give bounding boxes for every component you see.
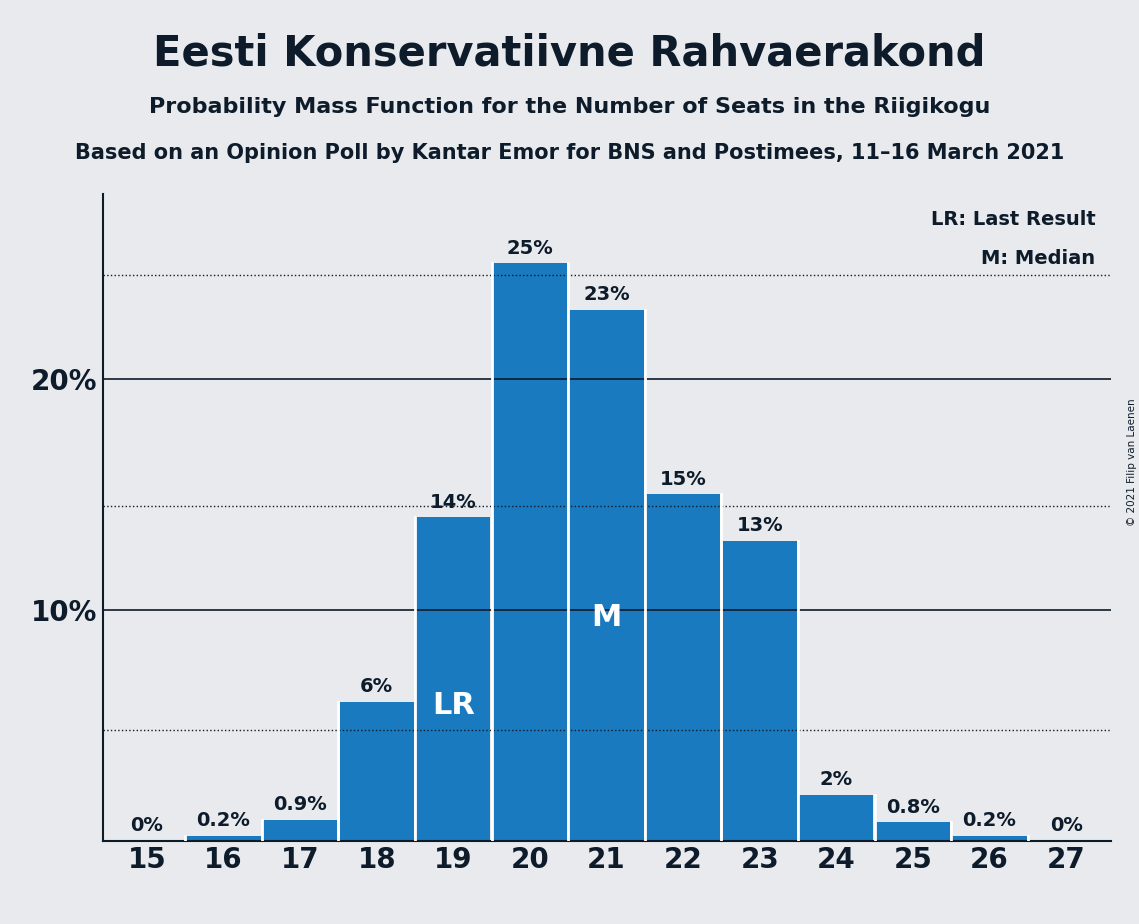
Bar (416, 517, 491, 841)
Text: 0.9%: 0.9% (273, 796, 327, 814)
Text: 0.2%: 0.2% (197, 811, 251, 831)
Text: Based on an Opinion Poll by Kantar Emor for BNS and Postimees, 11–16 March 2021: Based on an Opinion Poll by Kantar Emor … (75, 143, 1064, 164)
Text: 25%: 25% (507, 238, 554, 258)
Text: 0%: 0% (131, 816, 163, 835)
Text: 0.8%: 0.8% (886, 797, 940, 817)
Text: 14%: 14% (429, 492, 477, 512)
Text: Eesti Konservatiivne Rahvaerakond: Eesti Konservatiivne Rahvaerakond (154, 32, 985, 74)
Text: LR: LR (432, 690, 475, 720)
Text: M: M (591, 603, 622, 632)
Bar (876, 822, 950, 841)
Bar (952, 836, 1026, 841)
Bar (646, 494, 720, 841)
Text: 6%: 6% (360, 677, 393, 697)
Text: 2%: 2% (820, 770, 853, 789)
Text: Probability Mass Function for the Number of Seats in the Riigikogu: Probability Mass Function for the Number… (149, 97, 990, 117)
Text: 0%: 0% (1050, 816, 1082, 835)
Text: 23%: 23% (583, 285, 630, 304)
Bar (187, 836, 261, 841)
Text: © 2021 Filip van Laenen: © 2021 Filip van Laenen (1126, 398, 1137, 526)
Text: M: Median: M: Median (982, 249, 1096, 268)
Bar (570, 310, 644, 841)
Text: LR: Last Result: LR: Last Result (931, 211, 1096, 229)
Bar (339, 702, 413, 841)
Bar (493, 263, 567, 841)
Bar (800, 795, 874, 841)
Bar (263, 821, 337, 841)
Text: 15%: 15% (659, 469, 706, 489)
Text: 13%: 13% (737, 516, 782, 535)
Bar (722, 541, 797, 841)
Text: 0.2%: 0.2% (962, 811, 1016, 831)
